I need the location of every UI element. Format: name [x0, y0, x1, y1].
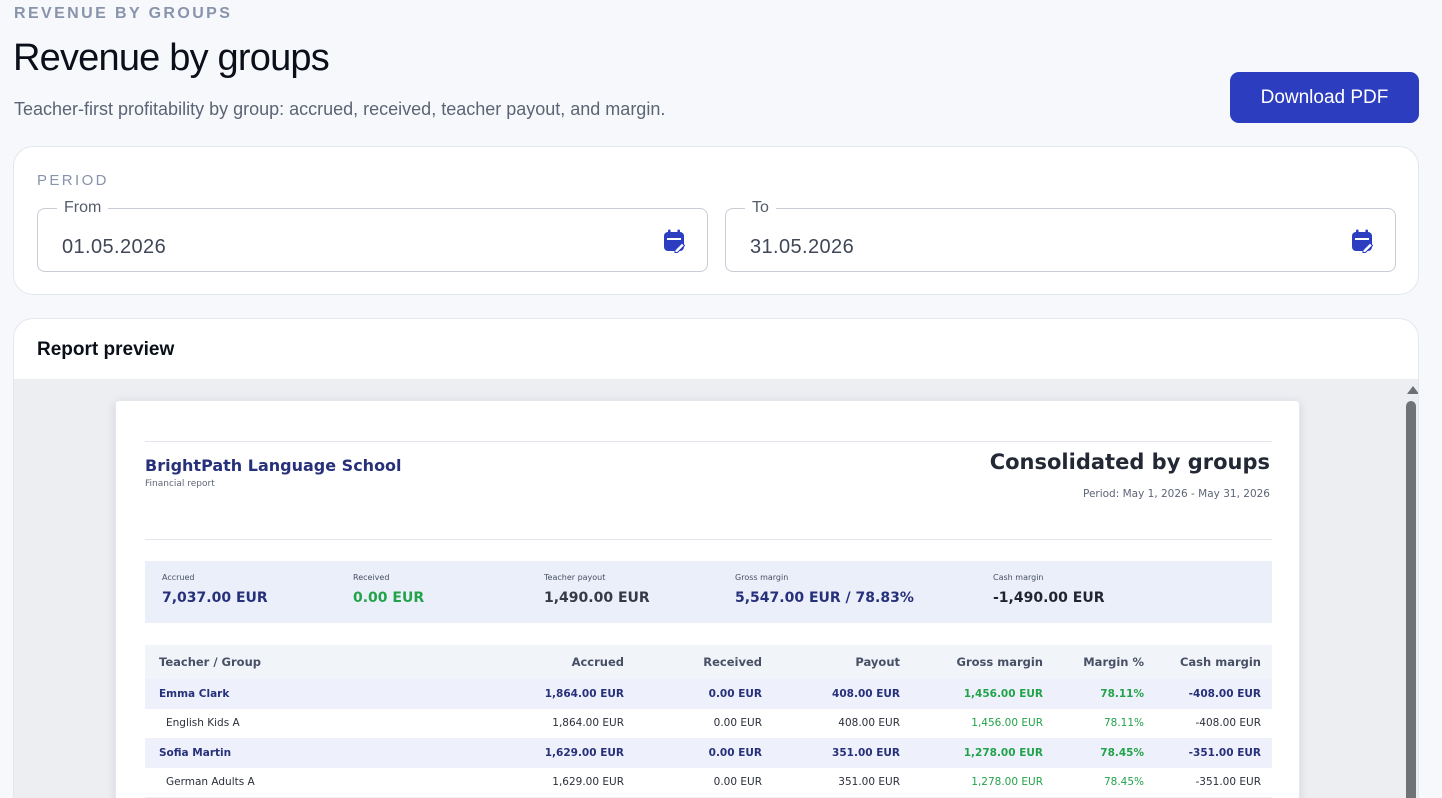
column-header: Cash margin: [1155, 645, 1272, 679]
accrued-cell: 1,629.00 EUR: [475, 767, 635, 798]
group-name: English Kids A: [145, 708, 475, 739]
cash-margin-cell: -351.00 EUR: [1155, 738, 1272, 768]
column-header: Teacher / Group: [145, 645, 475, 679]
payout-cell: 408.00 EUR: [773, 708, 911, 739]
calendar-edit-icon[interactable]: [1351, 229, 1373, 253]
summary-accrued: Accrued 7,037.00 EUR: [162, 573, 268, 606]
summary-gross-margin: Gross margin 5,547.00 EUR / 78.83%: [735, 573, 914, 606]
summary-received-label: Received: [353, 573, 390, 582]
page-title: Revenue by groups: [13, 37, 330, 79]
scroll-up-arrow-icon[interactable]: [1407, 386, 1418, 394]
report-page: BrightPath Language School Financial rep…: [115, 400, 1300, 798]
divider: [145, 539, 1272, 540]
page-eyebrow: REVENUE BY GROUPS: [14, 5, 233, 22]
from-date-field[interactable]: From 01.05.2026: [37, 199, 708, 272]
period-label: PERIOD: [37, 172, 109, 189]
summary-payout-value: 1,490.00 EUR: [544, 590, 650, 606]
accrued-cell: 1,864.00 EUR: [475, 708, 635, 739]
summary-accrued-value: 7,037.00 EUR: [162, 590, 268, 606]
calendar-edit-icon[interactable]: [663, 229, 685, 253]
column-header: Accrued: [475, 645, 635, 679]
received-cell: 0.00 EUR: [635, 679, 773, 709]
download-pdf-button[interactable]: Download PDF: [1230, 72, 1419, 123]
period-card: PERIOD From 01.05.2026 To 31.05.2026: [13, 146, 1419, 295]
payout-cell: 408.00 EUR: [773, 679, 911, 709]
group-row: English Kids A 1,864.00 EUR 0.00 EUR 408…: [145, 708, 1272, 739]
cash-margin-cell: -351.00 EUR: [1155, 767, 1272, 798]
summary-received-value: 0.00 EUR: [353, 590, 425, 606]
received-cell: 0.00 EUR: [635, 708, 773, 739]
report-heading: Consolidated by groups: [989, 450, 1270, 474]
report-period: Period: May 1, 2026 - May 31, 2026: [1082, 488, 1270, 500]
report-preview-title: Report preview: [37, 339, 175, 360]
payout-cell: 351.00 EUR: [773, 767, 911, 798]
received-cell: 0.00 EUR: [635, 738, 773, 768]
report-table: Teacher / Group Accrued Received Payout …: [145, 645, 1272, 798]
to-date-value[interactable]: 31.05.2026: [750, 236, 855, 258]
column-header: Margin %: [1054, 645, 1155, 679]
teacher-name: Emma Clark: [145, 679, 475, 709]
summary-cash-value: -1,490.00 EUR: [993, 590, 1105, 606]
accrued-cell: 1,629.00 EUR: [475, 738, 635, 768]
margin-percent-cell: 78.45%: [1054, 767, 1155, 798]
column-header: Gross margin: [911, 645, 1054, 679]
summary-cash-label: Cash margin: [993, 573, 1044, 582]
report-preview-area[interactable]: BrightPath Language School Financial rep…: [14, 379, 1418, 798]
gross-margin-cell: 1,278.00 EUR: [911, 767, 1054, 798]
summary-gross-label: Gross margin: [735, 573, 789, 582]
cash-margin-cell: -408.00 EUR: [1155, 708, 1272, 739]
report-type: Financial report: [145, 479, 215, 489]
margin-percent-cell: 78.11%: [1054, 708, 1155, 739]
teacher-row: Sofia Martin 1,629.00 EUR 0.00 EUR 351.0…: [145, 738, 1272, 768]
margin-percent-cell: 78.11%: [1054, 679, 1155, 709]
accrued-cell: 1,864.00 EUR: [475, 679, 635, 709]
cash-margin-cell: -408.00 EUR: [1155, 679, 1272, 709]
gross-margin-cell: 1,456.00 EUR: [911, 708, 1054, 739]
teacher-name: Sofia Martin: [145, 738, 475, 768]
summary-gross-value: 5,547.00 EUR / 78.83%: [735, 590, 914, 606]
gross-margin-cell: 1,456.00 EUR: [911, 679, 1054, 709]
summary-panel: Accrued 7,037.00 EUR Received 0.00 EUR T…: [145, 561, 1272, 623]
summary-cash-margin: Cash margin -1,490.00 EUR: [993, 573, 1104, 606]
divider: [145, 441, 1272, 442]
margin-percent-cell: 78.45%: [1054, 738, 1155, 768]
summary-accrued-label: Accrued: [162, 573, 195, 582]
from-date-label: From: [57, 199, 109, 217]
received-cell: 0.00 EUR: [635, 767, 773, 798]
payout-cell: 351.00 EUR: [773, 738, 911, 768]
from-date-value[interactable]: 01.05.2026: [62, 236, 167, 258]
group-name: German Adults A: [145, 767, 475, 798]
summary-received: Received 0.00 EUR: [353, 573, 424, 606]
page-subtitle: Teacher-first profitability by group: ac…: [14, 99, 666, 119]
teacher-row: Emma Clark 1,864.00 EUR 0.00 EUR 408.00 …: [145, 679, 1272, 709]
group-row: German Adults A 1,629.00 EUR 0.00 EUR 35…: [145, 767, 1272, 798]
table-header-row: Teacher / Group Accrued Received Payout …: [145, 645, 1272, 679]
to-date-label: To: [745, 199, 776, 217]
summary-payout: Teacher payout 1,490.00 EUR: [544, 573, 650, 606]
column-header: Received: [635, 645, 773, 679]
scrollbar-thumb[interactable]: [1406, 401, 1416, 798]
school-name: BrightPath Language School: [145, 456, 402, 475]
summary-payout-label: Teacher payout: [544, 573, 606, 582]
to-date-field[interactable]: To 31.05.2026: [725, 199, 1396, 272]
column-header: Payout: [773, 645, 911, 679]
scrollbar[interactable]: [1402, 379, 1418, 798]
report-preview-card: Report preview BrightPath Language Schoo…: [13, 318, 1419, 798]
gross-margin-cell: 1,278.00 EUR: [911, 738, 1054, 768]
